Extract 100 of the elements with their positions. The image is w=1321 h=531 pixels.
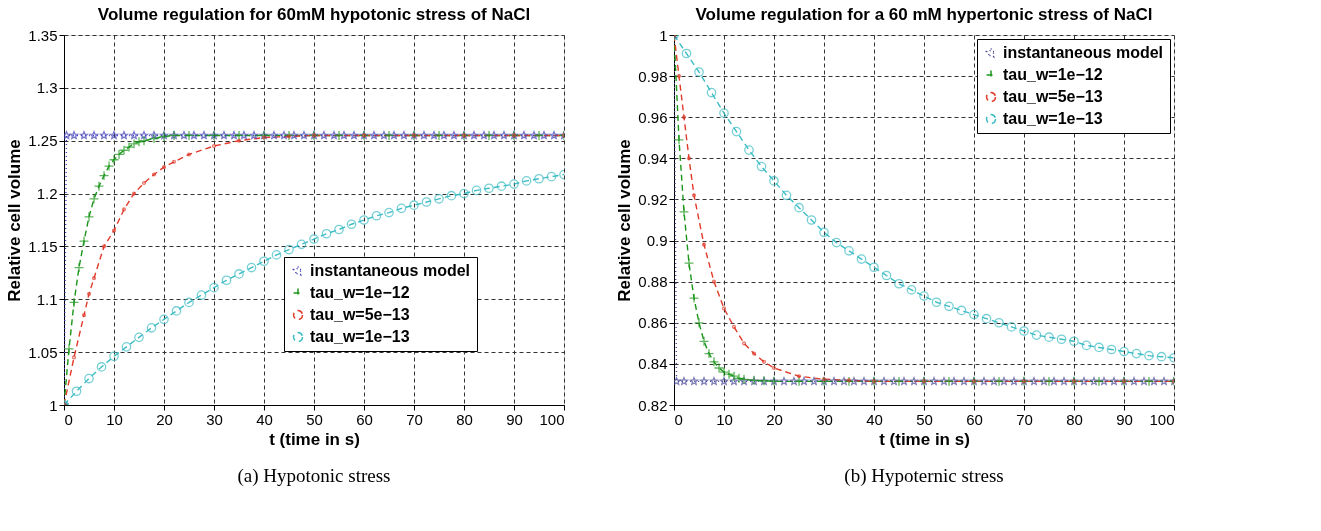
point xyxy=(799,377,809,386)
point xyxy=(346,219,357,230)
point xyxy=(956,305,967,316)
point xyxy=(118,145,130,156)
point xyxy=(1019,326,1029,336)
point xyxy=(999,377,1009,386)
chart-title: Volume regulation for 60mM hypotonic stress of NaCl xyxy=(97,5,531,24)
point xyxy=(678,206,690,217)
point xyxy=(1156,351,1167,362)
point xyxy=(68,297,80,308)
point xyxy=(944,301,954,312)
point xyxy=(133,136,145,147)
point xyxy=(148,133,160,144)
point xyxy=(81,313,87,318)
point xyxy=(184,297,194,308)
chart-title: Volume regulation for a 60 mM hypertonic stress of NaCl xyxy=(695,5,1153,24)
point xyxy=(459,188,469,199)
y-axis-title: Relative cell volume xyxy=(615,139,635,302)
point xyxy=(1129,377,1139,386)
point xyxy=(189,131,199,140)
point xyxy=(686,156,692,161)
point xyxy=(769,176,779,186)
text: (a) Hypotonic stress xyxy=(237,465,391,487)
point xyxy=(379,131,389,140)
point xyxy=(129,131,139,140)
x-tick-label: 50 xyxy=(916,410,933,428)
point xyxy=(1079,377,1089,386)
point xyxy=(91,276,97,281)
point xyxy=(141,180,147,186)
point xyxy=(806,215,817,225)
point xyxy=(744,145,754,155)
point xyxy=(419,131,429,140)
legend-label: tau_w=5e−13 xyxy=(1003,88,1103,105)
y-tick-label: 0.94 xyxy=(638,149,668,167)
y-tick-label: 1.2 xyxy=(36,185,58,203)
point xyxy=(196,290,207,300)
point xyxy=(859,377,869,386)
x-tick-label: 0 xyxy=(64,410,73,428)
point xyxy=(761,359,767,364)
point xyxy=(1043,376,1055,387)
legend-label: instantaneous model xyxy=(310,262,471,279)
point xyxy=(701,242,707,247)
point xyxy=(349,131,359,140)
x-tick-label: 70 xyxy=(406,410,423,428)
point xyxy=(1139,377,1149,386)
point xyxy=(683,258,695,269)
point xyxy=(121,342,132,352)
point xyxy=(831,237,842,248)
point xyxy=(489,131,499,140)
point xyxy=(209,282,219,293)
point xyxy=(171,306,182,316)
point xyxy=(96,362,107,372)
point xyxy=(79,131,89,140)
point xyxy=(829,377,839,386)
point xyxy=(906,285,917,295)
x-tick-label: 10 xyxy=(716,410,733,428)
point xyxy=(421,197,432,207)
x-tick-label: 80 xyxy=(456,410,473,428)
point xyxy=(729,377,739,386)
point xyxy=(429,131,439,140)
point xyxy=(236,138,242,143)
y-tick-label: 0.88 xyxy=(638,273,668,291)
point xyxy=(731,126,742,137)
point xyxy=(284,244,294,255)
point xyxy=(369,131,379,140)
legend-label: instantaneous model xyxy=(1003,44,1164,61)
point xyxy=(1143,376,1155,387)
point xyxy=(881,270,892,281)
point xyxy=(333,130,345,141)
y-axis-title: Relative cell volume xyxy=(5,139,25,302)
point xyxy=(821,377,827,382)
point xyxy=(793,376,805,387)
point xyxy=(694,67,704,77)
point xyxy=(99,131,109,140)
point xyxy=(699,377,709,386)
point xyxy=(809,377,819,386)
point xyxy=(86,291,92,297)
point xyxy=(199,131,209,140)
point xyxy=(384,207,394,218)
point xyxy=(959,377,969,386)
point xyxy=(993,376,1005,387)
point xyxy=(399,131,409,140)
point xyxy=(741,341,747,346)
point xyxy=(1029,377,1039,386)
point xyxy=(179,131,189,140)
point xyxy=(1093,376,1105,387)
point xyxy=(994,317,1004,328)
point xyxy=(496,181,507,191)
point xyxy=(674,134,685,145)
point xyxy=(229,131,239,140)
point xyxy=(1144,350,1154,361)
point xyxy=(128,138,140,150)
point xyxy=(691,193,697,198)
point xyxy=(329,131,339,140)
point xyxy=(434,194,444,204)
point xyxy=(889,377,899,386)
point xyxy=(519,131,529,140)
y-tick-label: 1 xyxy=(659,26,668,44)
point xyxy=(709,377,719,386)
point xyxy=(211,143,217,149)
